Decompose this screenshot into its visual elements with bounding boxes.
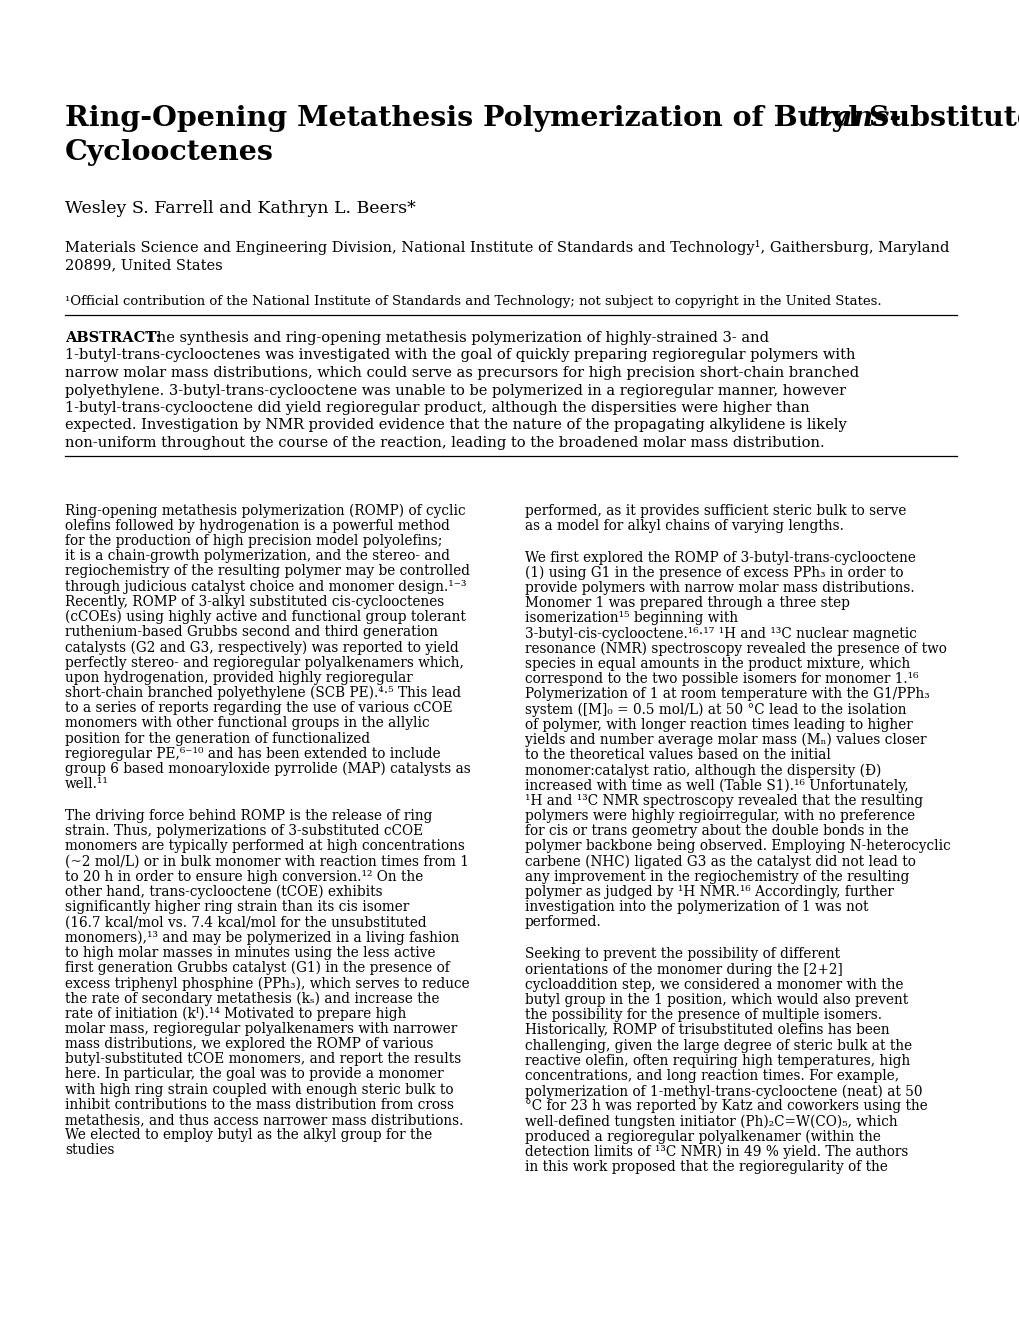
Text: first generation Grubbs catalyst (G1) in the presence of: first generation Grubbs catalyst (G1) in… (65, 961, 449, 975)
Text: regioregular PE,⁶⁻¹⁰ and has been extended to include: regioregular PE,⁶⁻¹⁰ and has been extend… (65, 747, 440, 760)
Text: here. In particular, the goal was to provide a monomer: here. In particular, the goal was to pro… (65, 1068, 443, 1081)
Text: ¹H and ¹³C NMR spectroscopy revealed that the resulting: ¹H and ¹³C NMR spectroscopy revealed tha… (525, 793, 922, 808)
Text: in this work proposed that the regioregularity of the: in this work proposed that the regioregu… (525, 1160, 887, 1175)
Text: rate of initiation (kᴵ).¹⁴ Motivated to prepare high: rate of initiation (kᴵ).¹⁴ Motivated to … (65, 1007, 406, 1020)
Text: Seeking to prevent the possibility of different: Seeking to prevent the possibility of di… (525, 948, 840, 961)
Text: trans-: trans- (806, 106, 902, 132)
Text: polymer as judged by ¹H NMR.¹⁶ Accordingly, further: polymer as judged by ¹H NMR.¹⁶ According… (525, 884, 893, 899)
Text: Historically, ROMP of trisubstituted olefins has been: Historically, ROMP of trisubstituted ole… (525, 1023, 889, 1038)
Text: Monomer 1 was prepared through a three step: Monomer 1 was prepared through a three s… (525, 597, 849, 610)
Text: carbene (NHC) ligated G3 as the catalyst did not lead to: carbene (NHC) ligated G3 as the catalyst… (525, 854, 915, 869)
Text: to 20 h in order to ensure high conversion.¹² On the: to 20 h in order to ensure high conversi… (65, 870, 423, 884)
Text: correspond to the two possible isomers for monomer 1.¹⁶: correspond to the two possible isomers f… (525, 672, 917, 686)
Text: to a series of reports regarding the use of various cCOE: to a series of reports regarding the use… (65, 701, 452, 715)
Text: well.¹¹: well.¹¹ (65, 777, 109, 791)
Text: short-chain branched polyethylene (SCB PE).⁴⋅⁵ This lead: short-chain branched polyethylene (SCB P… (65, 686, 461, 701)
Text: mass distributions, we explored the ROMP of various: mass distributions, we explored the ROMP… (65, 1038, 433, 1051)
Text: orientations of the monomer during the [2+2]: orientations of the monomer during the [… (525, 962, 842, 977)
Text: group 6 based monoaryloxide pyrrolide (MAP) catalysts as: group 6 based monoaryloxide pyrrolide (M… (65, 762, 471, 776)
Text: yields and number average molar mass (Mₙ) values closer: yields and number average molar mass (Mₙ… (525, 733, 925, 747)
Text: it is a chain-growth polymerization, and the stereo- and: it is a chain-growth polymerization, and… (65, 549, 449, 564)
Text: other hand, trans-cyclooctene (tCOE) exhibits: other hand, trans-cyclooctene (tCOE) exh… (65, 884, 382, 899)
Text: polymerization of 1-methyl-trans-cyclooctene (neat) at 50: polymerization of 1-methyl-trans-cyclooc… (525, 1084, 921, 1098)
Text: species in equal amounts in the product mixture, which: species in equal amounts in the product … (525, 657, 909, 671)
Text: narrow molar mass distributions, which could serve as precursors for high precis: narrow molar mass distributions, which c… (65, 366, 858, 380)
Text: monomer:catalyst ratio, although the dispersity (Ð): monomer:catalyst ratio, although the dis… (525, 763, 880, 777)
Text: produced a regioregular polyalkenamer (within the: produced a regioregular polyalkenamer (w… (525, 1130, 880, 1144)
Text: as a model for alkyl chains of varying lengths.: as a model for alkyl chains of varying l… (525, 519, 843, 533)
Text: We elected to employ butyl as the alkyl group for the: We elected to employ butyl as the alkyl … (65, 1129, 432, 1142)
Text: expected. Investigation by NMR provided evidence that the nature of the propagat: expected. Investigation by NMR provided … (65, 418, 846, 433)
Text: olefins followed by hydrogenation is a powerful method: olefins followed by hydrogenation is a p… (65, 519, 449, 533)
Text: the possibility for the presence of multiple isomers.: the possibility for the presence of mult… (525, 1008, 881, 1022)
Text: metathesis, and thus access narrower mass distributions.: metathesis, and thus access narrower mas… (65, 1113, 463, 1127)
Text: with high ring strain coupled with enough steric bulk to: with high ring strain coupled with enoug… (65, 1082, 453, 1097)
Text: the rate of secondary metathesis (kₛ) and increase the: the rate of secondary metathesis (kₛ) an… (65, 991, 439, 1006)
Text: 20899, United States: 20899, United States (65, 257, 222, 272)
Text: Ring-opening metathesis polymerization (ROMP) of cyclic: Ring-opening metathesis polymerization (… (65, 503, 465, 517)
Text: Polymerization of 1 at room temperature with the G1/PPh₃: Polymerization of 1 at room temperature … (525, 688, 929, 701)
Text: of polymer, with longer reaction times leading to higher: of polymer, with longer reaction times l… (525, 718, 912, 731)
Text: reactive olefin, often requiring high temperatures, high: reactive olefin, often requiring high te… (525, 1053, 909, 1068)
Text: polymer backbone being observed. Employing N-heterocyclic: polymer backbone being observed. Employi… (525, 840, 950, 854)
Text: molar mass, regioregular polyalkenamers with narrower: molar mass, regioregular polyalkenamers … (65, 1022, 457, 1036)
Text: Wesley S. Farrell and Kathryn L. Beers*: Wesley S. Farrell and Kathryn L. Beers* (65, 201, 416, 216)
Text: (16.7 kcal/mol vs. 7.4 kcal/mol for the unsubstituted: (16.7 kcal/mol vs. 7.4 kcal/mol for the … (65, 916, 426, 929)
Text: strain. Thus, polymerizations of 3-substituted cCOE: strain. Thus, polymerizations of 3-subst… (65, 824, 423, 838)
Text: performed.: performed. (525, 916, 601, 929)
Text: (1) using G1 in the presence of excess PPh₃ in order to: (1) using G1 in the presence of excess P… (525, 566, 903, 581)
Text: system ([M]₀ = 0.5 mol/L) at 50 °C lead to the isolation: system ([M]₀ = 0.5 mol/L) at 50 °C lead … (525, 702, 906, 717)
Text: inhibit contributions to the mass distribution from cross: inhibit contributions to the mass distri… (65, 1098, 453, 1111)
Text: catalysts (G2 and G3, respectively) was reported to yield: catalysts (G2 and G3, respectively) was … (65, 640, 459, 655)
Text: position for the generation of functionalized: position for the generation of functiona… (65, 731, 370, 746)
Text: resonance (NMR) spectroscopy revealed the presence of two: resonance (NMR) spectroscopy revealed th… (525, 642, 946, 656)
Text: studies: studies (65, 1143, 114, 1158)
Text: monomers with other functional groups in the allylic: monomers with other functional groups in… (65, 717, 429, 730)
Text: well-defined tungsten initiator (Ph)₂C=W(CO)₅, which: well-defined tungsten initiator (Ph)₂C=W… (525, 1114, 897, 1129)
Text: non-uniform throughout the course of the reaction, leading to the broadened mola: non-uniform throughout the course of the… (65, 436, 823, 450)
Text: performed, as it provides sufficient steric bulk to serve: performed, as it provides sufficient ste… (525, 503, 906, 517)
Text: for cis or trans geometry about the double bonds in the: for cis or trans geometry about the doub… (525, 824, 908, 838)
Text: significantly higher ring strain than its cis isomer: significantly higher ring strain than it… (65, 900, 409, 915)
Text: investigation into the polymerization of 1 was not: investigation into the polymerization of… (525, 900, 867, 915)
Text: °C for 23 h was reported by Katz and coworkers using the: °C for 23 h was reported by Katz and cow… (525, 1100, 927, 1113)
Text: 1-butyl-trans-cyclooctene did yield regioregular product, although the dispersit: 1-butyl-trans-cyclooctene did yield regi… (65, 401, 809, 414)
Text: increased with time as well (Table S1).¹⁶ Unfortunately,: increased with time as well (Table S1).¹… (525, 779, 908, 793)
Text: Recently, ROMP of 3-alkyl substituted cis-cyclooctenes: Recently, ROMP of 3-alkyl substituted ci… (65, 595, 444, 609)
Text: ¹Official contribution of the National Institute of Standards and Technology; no: ¹Official contribution of the National I… (65, 294, 880, 308)
Text: for the production of high precision model polyolefins;: for the production of high precision mod… (65, 533, 442, 548)
Text: ruthenium-based Grubbs second and third generation: ruthenium-based Grubbs second and third … (65, 626, 437, 639)
Text: Ring-Opening Metathesis Polymerization of Butyl Substituted: Ring-Opening Metathesis Polymerization o… (65, 106, 1019, 132)
Text: polymers were highly regioirregular, with no preference: polymers were highly regioirregular, wit… (525, 809, 914, 824)
Text: detection limits of ¹³C NMR) in 49 % yield. The authors: detection limits of ¹³C NMR) in 49 % yie… (525, 1144, 908, 1159)
Text: provide polymers with narrow molar mass distributions.: provide polymers with narrow molar mass … (525, 581, 914, 595)
Text: concentrations, and long reaction times. For example,: concentrations, and long reaction times.… (525, 1069, 898, 1082)
Text: Cyclooctenes: Cyclooctenes (65, 139, 274, 166)
Text: (cCOEs) using highly active and functional group tolerant: (cCOEs) using highly active and function… (65, 610, 466, 624)
Text: regiochemistry of the resulting polymer may be controlled: regiochemistry of the resulting polymer … (65, 565, 470, 578)
Text: perfectly stereo- and regioregular polyalkenamers which,: perfectly stereo- and regioregular polya… (65, 656, 464, 669)
Text: upon hydrogenation, provided highly regioregular: upon hydrogenation, provided highly regi… (65, 671, 413, 685)
Text: The synthesis and ring-opening metathesis polymerization of highly-strained 3- a: The synthesis and ring-opening metathesi… (147, 331, 768, 345)
Text: through judicious catalyst choice and monomer design.¹⁻³: through judicious catalyst choice and mo… (65, 579, 466, 594)
Text: polyethylene. 3-butyl-trans-cyclooctene was unable to be polymerized in a regior: polyethylene. 3-butyl-trans-cyclooctene … (65, 384, 846, 397)
Text: 1-butyl-trans-cyclooctenes was investigated with the goal of quickly preparing r: 1-butyl-trans-cyclooctenes was investiga… (65, 348, 855, 363)
Text: cycloaddition step, we considered a monomer with the: cycloaddition step, we considered a mono… (525, 978, 903, 991)
Text: butyl group in the 1 position, which would also prevent: butyl group in the 1 position, which wou… (525, 993, 907, 1007)
Text: challenging, given the large degree of steric bulk at the: challenging, given the large degree of s… (525, 1039, 911, 1052)
Text: any improvement in the regiochemistry of the resulting: any improvement in the regiochemistry of… (525, 870, 909, 884)
Text: Materials Science and Engineering Division, National Institute of Standards and : Materials Science and Engineering Divisi… (65, 240, 949, 255)
Text: 3-butyl-cis-cyclooctene.¹⁶⋅¹⁷ ¹H and ¹³C nuclear magnetic: 3-butyl-cis-cyclooctene.¹⁶⋅¹⁷ ¹H and ¹³C… (525, 627, 916, 640)
Text: to high molar masses in minutes using the less active: to high molar masses in minutes using th… (65, 946, 435, 960)
Text: (~2 mol/L) or in bulk monomer with reaction times from 1: (~2 mol/L) or in bulk monomer with react… (65, 854, 469, 869)
Text: excess triphenyl phosphine (PPh₃), which serves to reduce: excess triphenyl phosphine (PPh₃), which… (65, 977, 469, 990)
Text: We first explored the ROMP of 3-butyl-trans-cyclooctene: We first explored the ROMP of 3-butyl-tr… (525, 550, 915, 565)
Text: monomers),¹³ and may be polymerized in a living fashion: monomers),¹³ and may be polymerized in a… (65, 931, 459, 945)
Text: isomerization¹⁵ beginning with: isomerization¹⁵ beginning with (525, 611, 738, 626)
Text: butyl-substituted tCOE monomers, and report the results: butyl-substituted tCOE monomers, and rep… (65, 1052, 461, 1067)
Text: The driving force behind ROMP is the release of ring: The driving force behind ROMP is the rel… (65, 809, 432, 824)
Text: ABSTRACT:: ABSTRACT: (65, 331, 161, 345)
Text: to the theoretical values based on the initial: to the theoretical values based on the i… (525, 748, 830, 762)
Text: monomers are typically performed at high concentrations: monomers are typically performed at high… (65, 840, 465, 854)
